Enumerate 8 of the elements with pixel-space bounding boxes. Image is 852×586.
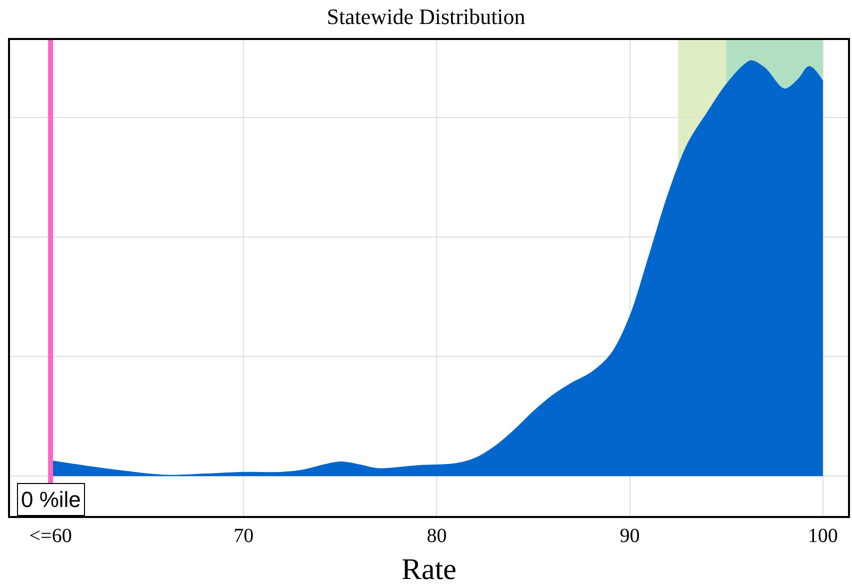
x-tick-label: 90 (620, 525, 640, 547)
x-axis-title: Rate (402, 553, 456, 586)
x-tick-label: 70 (234, 525, 254, 547)
ref-line-label: 0 %ile (21, 487, 81, 512)
chart-title: Statewide Distribution (326, 4, 526, 30)
x-tick-label: 80 (426, 525, 447, 547)
x-tick-label: <=60 (29, 525, 72, 547)
x-tick-label: 100 (808, 525, 838, 547)
